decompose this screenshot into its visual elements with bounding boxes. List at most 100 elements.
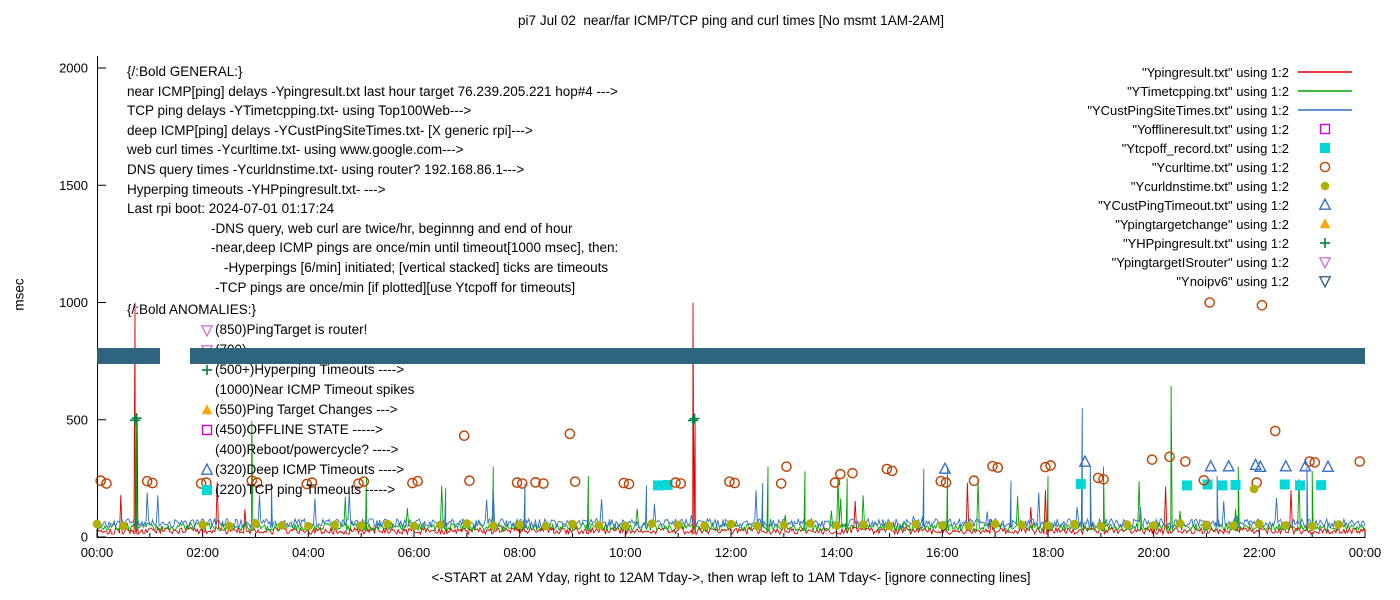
anomaly-line: (220)TCP ping Timeouts -----> [127,480,414,500]
legend-marker-icon [1319,123,1331,135]
axes [96,56,1366,538]
legend-marker-icon [1298,90,1352,92]
noipv6-band-segment [97,348,161,365]
series-markers-7 [938,454,1335,474]
anomaly-marker-icon [200,462,214,475]
anomaly-line: (400)Reboot/powercycle? ----> [127,440,414,460]
legend-marker-icon [1298,109,1352,111]
x-tick-label: 20:00 [1137,545,1170,560]
anomaly-text: (500+)Hyperping Timeouts ----> [215,362,405,377]
legend-marker-icon [1318,276,1332,289]
legend-marker-icon [1319,161,1331,173]
legend-label: "YTimetcpping.txt" using 1:2 [1127,83,1289,99]
series-markers-4 [653,479,1327,491]
legend-sample [1295,216,1355,232]
anomaly-text: (550)Ping Target Changes ---> [215,402,398,417]
series-line-0 [96,302,1366,536]
legend-marker-icon [1320,143,1330,153]
legend-sample [1295,273,1355,289]
legend-marker-icon [1318,257,1332,270]
anomalies-header: {/:Bold ANOMALIES:} [127,302,257,317]
legend-item: "YCustPingSiteTimes.txt" using 1:2 [1005,101,1355,120]
legend-sample [1295,197,1355,213]
x-tick-label: 18:00 [1032,545,1065,560]
legend-item: "YTimetcpping.txt" using 1:2 [1005,82,1355,101]
legend-item: "Ycurltime.txt" using 1:2 [1005,158,1355,177]
x-tick-label: 04:00 [292,545,325,560]
y-tick-label: 1500 [59,178,88,193]
general-line: -Hyperpings [6/min] initiated; [vertical… [224,259,609,275]
legend-sample [1295,254,1355,270]
x-tick-label: 00:00 [81,545,114,560]
legend-item: "YHPpingresult.txt" using 1:2 [1005,234,1355,253]
legend-label: "Ynoipv6" using 1:2 [1176,273,1289,289]
x-tick-label: 10:00 [609,545,642,560]
legend: "Ypingresult.txt" using 1:2 "YTimetcpping… [1005,63,1355,291]
anomalies-text-block: {/:Bold ANOMALIES:} (850)PingTarget is ro… [127,300,414,500]
general-line: Hyperping timeouts -YHPpingresult.txt- -… [127,181,386,197]
x-tick-label: 22:00 [1243,545,1276,560]
y-axis-title: msec [11,278,27,311]
general-line: {/:Bold GENERAL:} [127,64,243,79]
legend-label: "Ypingresult.txt" using 1:2 [1141,64,1289,80]
x-tick-label: 16:00 [926,545,959,560]
anomaly-line: (450)OFFLINE STATE -----> [127,420,414,440]
legend-marker-icon [1319,218,1331,229]
anomaly-marker-icon [201,424,213,436]
x-tick-label: 12:00 [715,545,748,560]
series-markers-9 [130,413,700,426]
x-axis-caption: <-START at 2AM Yday, right to 12AM Tday-… [431,570,1031,585]
legend-label: "YHPpingresult.txt" using 1:2 [1122,235,1289,251]
anomaly-text: (400)Reboot/powercycle? ----> [215,442,399,457]
x-tick-label: 14:00 [820,545,853,560]
legend-item: "YpingtargetISrouter" using 1:2 [1005,253,1355,272]
general-line: TCP ping delays -YTimetcpping.txt- using… [127,103,472,119]
anomaly-marker-icon [201,404,213,415]
legend-marker-icon [1320,238,1330,248]
anomaly-line: (850)PingTarget is router! [127,320,414,340]
general-line: -TCP pings are once/min [if plotted][use… [215,279,576,295]
chart-title: pi7 Jul 02 near/far ICMP/TCP ping and cu… [518,13,944,28]
legend-sample [1295,235,1355,251]
anomaly-text: (1000)Near ICMP Timeout spikes [215,382,415,397]
legend-sample [1295,121,1355,137]
general-text-block: {/:Bold GENERAL:} near ICMP[ping] delays … [127,62,618,297]
anomaly-line: (1000)Near ICMP Timeout spikes [127,380,414,400]
anomaly-marker-icon [202,485,212,495]
general-line: DNS query times -Ycurldnstime.txt- using… [127,161,525,177]
legend-item: "Ycurldnstime.txt" using 1:2 [1005,177,1355,196]
general-line: Last rpi boot: 2024-07-01 01:17:24 [127,201,335,217]
x-tick-label: 02:00 [186,545,219,560]
anomaly-text: (850)PingTarget is router! [215,322,368,337]
y-tick-label: 500 [66,412,88,427]
legend-label: "Ycurltime.txt" using 1:2 [1151,159,1289,175]
anomaly-text: (320)Deep ICMP Timeouts ----> [215,462,405,477]
legend-sample [1295,159,1355,175]
legend-label: "YpingtargetISrouter" using 1:2 [1111,254,1289,270]
legend-marker-icon [1320,181,1330,191]
legend-label: "YCustPingSiteTimes.txt" using 1:2 [1087,102,1289,118]
y-tick-label: 1000 [59,295,88,310]
y-tick-label: 2000 [59,61,88,76]
general-line: deep ICMP[ping] delays -YCustPingSiteTim… [127,122,533,138]
x-tick-label: 06:00 [398,545,431,560]
general-line: -DNS query, web curl are twice/hr, begin… [211,220,573,236]
legend-sample [1295,140,1355,156]
legend-sample [1295,178,1355,194]
series-markers-6 [92,484,1343,531]
legend-label: "Ypingtargetchange" using 1:2 [1115,216,1289,232]
legend-label: "Yofflineresult.txt" using 1:2 [1132,121,1289,137]
x-tick-label: 08:00 [503,545,536,560]
legend-item: "YCustPingTimeout.txt" using 1:2 [1005,196,1355,215]
legend-label: "Ytcpoff_record.txt" using 1:2 [1121,140,1289,156]
noipv6-band-segment [189,348,1365,365]
legend-marker-icon [1298,71,1352,73]
x-tick-label: 00:00 [1349,545,1382,560]
anomaly-line: (320)Deep ICMP Timeouts ----> [127,460,414,480]
general-line: -near,deep ICMP pings are once/min until… [211,240,619,256]
legend-sample [1295,102,1355,118]
general-line: near ICMP[ping] delays -Ypingresult.txt … [127,83,618,99]
anomaly-text: (220)TCP ping Timeouts -----> [215,482,396,497]
y-tick-label: 0 [81,530,88,545]
